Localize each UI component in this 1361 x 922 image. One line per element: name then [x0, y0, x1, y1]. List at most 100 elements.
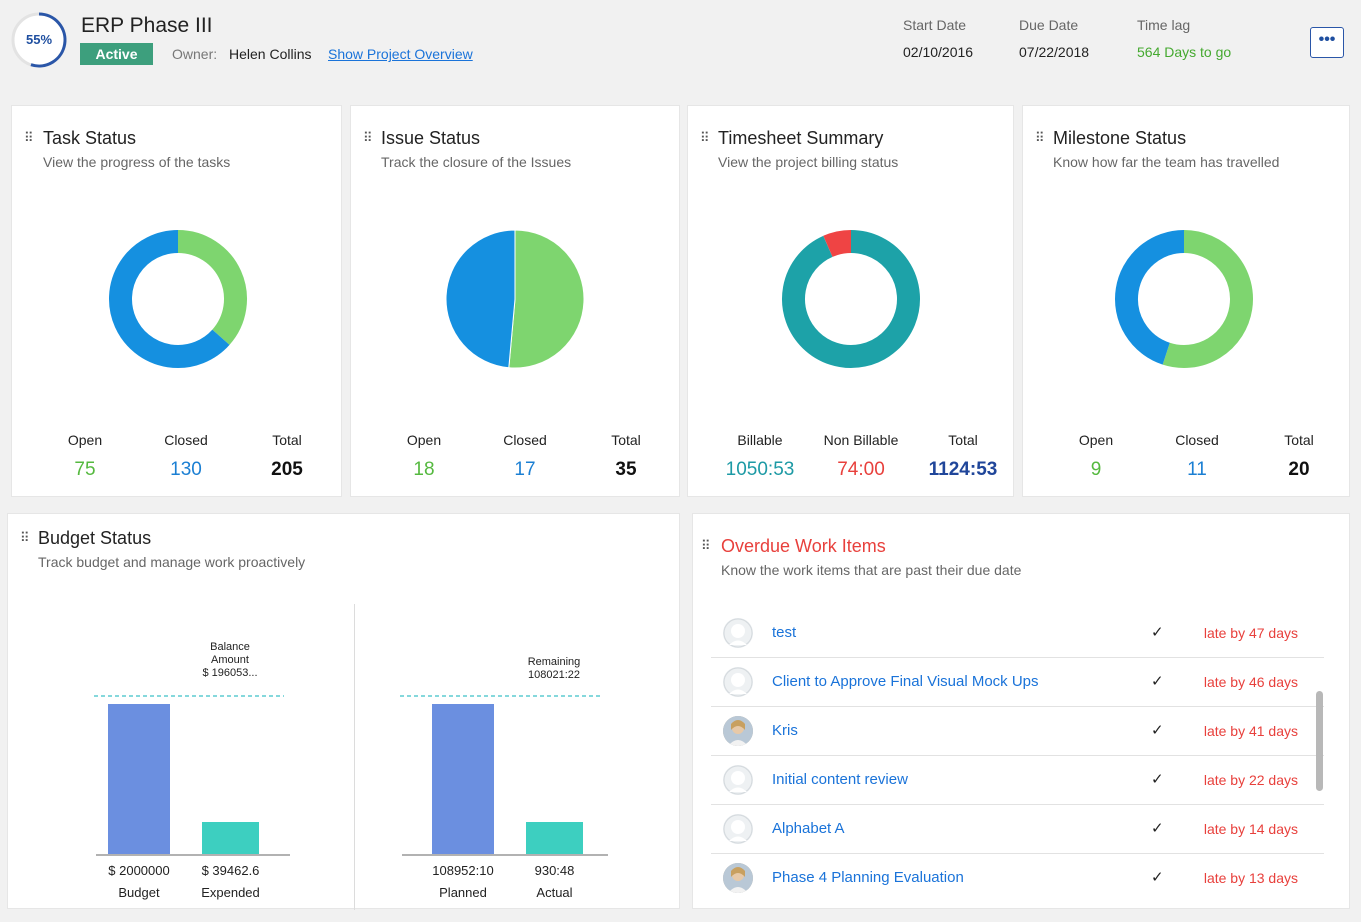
open-count[interactable]: 9: [1090, 459, 1102, 480]
list-item[interactable]: test ✓ late by 47 days: [711, 609, 1324, 658]
progress-ring-arc: [30, 12, 67, 68]
work-item-name[interactable]: Phase 4 Planning Evaluation: [772, 869, 964, 886]
bar-category-label: Actual: [536, 885, 572, 900]
card-subtitle: Track budget and manage work proactively: [38, 554, 306, 570]
work-item-name[interactable]: test: [772, 624, 797, 641]
list-item[interactable]: Alphabet A ✓ late by 14 days: [711, 805, 1324, 854]
list-item[interactable]: Phase 4 Planning Evaluation ✓ late by 13 d…: [711, 854, 1324, 903]
task-status-card: ⠿ Task Status View the progress of the t…: [11, 105, 342, 497]
drag-handle-icon[interactable]: ⠿: [363, 130, 372, 145]
bar-annotation: 108021:22: [528, 669, 580, 681]
total-label: Total: [948, 432, 978, 448]
bar-annotation: $ 196053...: [202, 667, 257, 679]
chart-divider: [354, 604, 355, 910]
closed-count[interactable]: 130: [170, 459, 202, 480]
closed-count[interactable]: 11: [1187, 459, 1207, 480]
list-scrollbar[interactable]: [1314, 609, 1324, 885]
non-billable-label: Non Billable: [823, 432, 899, 448]
bar-budget[interactable]: [108, 704, 170, 854]
open-count[interactable]: 18: [413, 459, 435, 480]
total-hours[interactable]: 1124:53: [928, 459, 998, 480]
bar-value-label: $ 39462.6: [202, 863, 260, 878]
card-title: Budget Status: [38, 528, 152, 548]
drag-handle-icon[interactable]: ⠿: [700, 130, 709, 145]
non-billable-slice[interactable]: [823, 230, 852, 258]
milestone-donut-chart: [1115, 230, 1253, 368]
drag-handle-icon[interactable]: ⠿: [20, 530, 29, 545]
more-options-button[interactable]: •••: [1310, 27, 1344, 58]
list-item[interactable]: Client to Approve Final Visual Mock Ups ✓…: [711, 658, 1324, 707]
work-item-name[interactable]: Kris: [772, 722, 798, 739]
total-count[interactable]: 205: [271, 459, 303, 480]
open-count[interactable]: 75: [74, 459, 96, 480]
task-status-donut-chart: [109, 230, 247, 368]
avatar: [723, 814, 753, 844]
drag-handle-icon[interactable]: ⠿: [701, 538, 710, 553]
open-slice[interactable]: [177, 230, 247, 345]
bar-value-label: $ 2000000: [108, 863, 169, 878]
closed-label: Closed: [164, 432, 208, 448]
late-badge: late by 47 days: [1203, 625, 1298, 641]
issue-status-card: ⠿ Issue Status Track the closure of the …: [350, 105, 680, 497]
total-count[interactable]: 20: [1288, 459, 1310, 480]
drag-handle-icon[interactable]: ⠿: [24, 130, 33, 145]
card-title: Overdue Work Items: [721, 536, 886, 556]
show-project-overview-link[interactable]: Show Project Overview: [328, 46, 473, 62]
checkmark-icon: ✓: [1151, 869, 1164, 886]
budget-status-card: ⠿ Budget Status Track budget and manage …: [7, 513, 680, 910]
billable-hours[interactable]: 1050:53: [725, 459, 795, 480]
checkmark-icon: ✓: [1151, 673, 1164, 690]
issue-status-pie-chart: [445, 229, 585, 369]
work-item-name[interactable]: Initial content review: [772, 771, 908, 788]
checkmark-icon: ✓: [1151, 771, 1164, 788]
total-label: Total: [611, 432, 641, 448]
bar-actual[interactable]: [526, 822, 583, 854]
closed-slice[interactable]: [445, 229, 516, 369]
closed-label: Closed: [1175, 432, 1219, 448]
timesheet-summary-card: ⠿ Timesheet Summary View the project bil…: [687, 105, 1014, 497]
checkmark-icon: ✓: [1151, 820, 1164, 837]
billable-slice[interactable]: [782, 230, 920, 368]
timesheet-donut-chart: [782, 230, 920, 368]
closed-count[interactable]: 17: [514, 459, 536, 480]
bar-annotation: Amount: [211, 654, 249, 666]
milestone-status-card: ⠿ Milestone Status Know how far the team…: [1022, 105, 1350, 497]
open-slice[interactable]: [508, 229, 585, 369]
card-subtitle: Know the work items that are past their …: [721, 562, 1022, 578]
closed-slice[interactable]: [109, 230, 230, 368]
avatar: [723, 765, 753, 795]
total-count[interactable]: 35: [615, 459, 637, 480]
owner-name: Helen Collins: [229, 46, 312, 62]
scrollbar-thumb[interactable]: [1316, 691, 1323, 791]
bar-value-label: 930:48: [535, 863, 575, 878]
list-item[interactable]: Kris ✓ late by 41 days: [711, 707, 1324, 756]
open-slice[interactable]: [1115, 230, 1185, 365]
work-item-name[interactable]: Alphabet A: [772, 820, 845, 837]
bar-planned[interactable]: [432, 704, 494, 854]
list-item[interactable]: Initial content review ✓ late by 22 days: [711, 756, 1324, 805]
progress-ring: 55%: [10, 11, 68, 69]
late-badge: late by 46 days: [1203, 674, 1298, 690]
non-billable-hours[interactable]: 74:00: [837, 459, 885, 480]
bar-expended[interactable]: [202, 822, 259, 854]
avatar: [723, 716, 753, 746]
avatar: [723, 863, 753, 893]
card-title: Task Status: [43, 128, 137, 148]
drag-handle-icon[interactable]: ⠿: [1035, 130, 1044, 145]
bar-annotation: Balance: [210, 641, 250, 653]
avatar: [723, 618, 753, 648]
total-label: Total: [1284, 432, 1314, 448]
total-label: Total: [272, 432, 302, 448]
late-badge: late by 22 days: [1203, 772, 1298, 788]
checkmark-icon: ✓: [1151, 722, 1164, 739]
progress-percent: 55%: [25, 32, 53, 47]
closed-slice[interactable]: [1162, 230, 1253, 368]
status-badge: Active: [80, 43, 153, 65]
billable-label: Billable: [737, 432, 783, 448]
work-item-name[interactable]: Client to Approve Final Visual Mock Ups: [772, 673, 1039, 690]
bar-annotation: Remaining: [528, 656, 581, 668]
card-subtitle: View the progress of the tasks: [43, 154, 231, 170]
bar-category-label: Expended: [201, 885, 260, 900]
due-date-value: 07/22/2018: [1019, 44, 1090, 60]
